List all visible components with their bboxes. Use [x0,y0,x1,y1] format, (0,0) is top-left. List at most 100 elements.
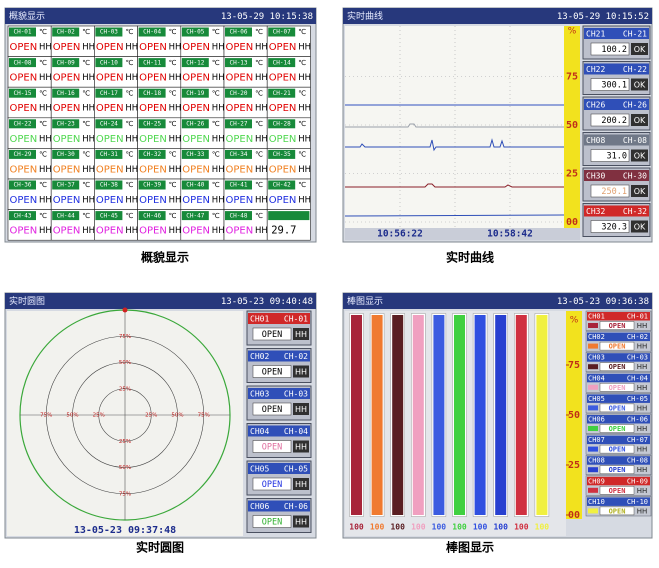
bar-value-label: 100 [370,523,385,532]
channel-unit: ℃ [125,89,133,97]
channel-name: CH-32 [143,151,161,158]
channel-unit: ℃ [255,120,263,128]
channel-unit: ℃ [212,28,220,36]
trend-line [344,214,565,217]
channel-unit: ℃ [298,151,306,159]
channel-unit: ℃ [255,89,263,97]
bar-value-label: 100 [411,523,426,532]
channel-name: CH-14 [273,59,291,66]
channel-alarm: HH [637,466,648,474]
channel-value: OPEN [609,363,626,371]
channel-value: OPEN [609,466,626,474]
mini-bar [588,508,598,514]
channel-name: CH-47 [186,212,204,219]
channel-tag-bg [52,180,80,190]
alarm-box [293,365,309,378]
ring-label: 50% [66,413,78,419]
channel-header [584,170,649,181]
bar [412,315,424,515]
channel-unit: ℃ [39,151,47,159]
y-tick-label: 75 [568,360,580,371]
channel-value: OPEN [182,226,210,237]
channel-value: OPEN [609,507,626,515]
channel-tag-bg [95,88,123,98]
channel-unit: ℃ [212,89,220,97]
channel-alarm: HH [169,165,182,175]
value-box [252,477,292,491]
value-box [590,42,630,56]
channel-name: CH-02 [57,29,75,36]
channel-value: OPEN [269,73,297,84]
channel-value: OPEN [182,164,210,175]
value-box [590,220,630,233]
channel-name: CH-19 [186,90,204,97]
channel-value: OPEN [609,343,626,351]
channel-unit: ℃ [82,181,90,189]
channel-alarm: HH [169,134,182,144]
channel-alarm: HH [637,507,648,515]
value-box [590,184,630,198]
channel-unit: ℃ [82,59,90,67]
ring-label: 25% [119,439,131,445]
channel-name: CH-24 [100,121,118,128]
alarm-box [293,328,309,340]
channel-header [248,388,310,399]
mini-bar [588,446,598,452]
channel-name: CH-21 [273,90,291,97]
mini-bar [588,487,598,493]
channel-tag-bg [95,180,123,190]
channel-unit: ℃ [39,59,47,67]
channel-name: CH-06 [229,29,247,36]
channel-alarm: HH [298,134,311,144]
ring-label: 25% [145,413,157,419]
channel-value: OPEN [269,195,297,206]
channel-value: OPEN [226,164,254,175]
channel-name: CH-35 [273,151,291,158]
trend-line [345,123,564,128]
channel-alarm: HH [295,518,307,527]
bar-value-label: 100 [390,523,405,532]
channel-name: CH-23 [57,121,75,128]
channel-tag-bg [95,58,123,68]
channel-alarm: HH [125,73,138,83]
channel-tag-bg [52,211,80,221]
channel-alarm: HH [637,487,648,495]
ring [72,362,178,468]
bar [371,315,383,515]
screen-time: 13-05-23 09:40:48 [221,297,313,307]
ring-label: 50% [119,360,131,366]
channel-value: OPEN [609,487,626,495]
channel-name: CH-22 [623,65,647,74]
channel-name: CH-02 [627,333,648,341]
channel-header [587,435,650,445]
channel-unit: ℃ [125,120,133,128]
channel-tag: CH08 [588,457,605,465]
bar [433,315,445,515]
y-tick-label: 00 [568,510,580,521]
channel-name: CH-20 [229,90,247,97]
channel-name: CH-44 [57,212,75,219]
channel-header [587,373,650,383]
channel-name: CH-08 [623,136,647,145]
channel-tag-bg [225,180,252,190]
channel-value: OPEN [139,164,167,175]
channel-value: OPEN [269,164,297,175]
channel-name: CH-08 [627,457,648,465]
channel-name: CH-16 [57,90,75,97]
ring-label: 25% [119,386,131,392]
channel-value: 100.2 [601,45,627,55]
channel-tag-bg [9,119,36,129]
channel-name: CH-40 [186,182,204,189]
channel-unit: ℃ [82,212,90,220]
time-label: 10:58:42 [487,229,533,240]
channel-name: CH-08 [13,59,31,66]
bar [351,315,362,515]
channel-alarm: HH [125,165,138,175]
channel-name: CH-06 [627,416,648,424]
status-box [631,149,648,162]
mini-bar [588,364,598,370]
bar-value-label: 100 [514,523,529,532]
caption: 实时圆图 [136,540,184,555]
channel-alarm: HH [298,73,311,83]
channel-tag: CH26 [586,101,605,110]
